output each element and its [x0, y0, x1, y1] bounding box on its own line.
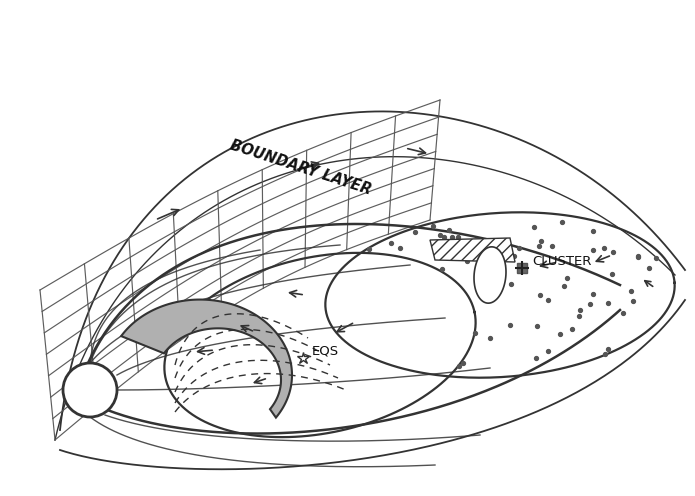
Polygon shape: [430, 238, 515, 262]
Text: BOUNDARY LAYER: BOUNDARY LAYER: [228, 138, 373, 198]
Polygon shape: [121, 300, 292, 418]
Circle shape: [63, 363, 117, 417]
Text: CLUSTER: CLUSTER: [532, 255, 591, 268]
Polygon shape: [474, 247, 506, 303]
Text: EQS: EQS: [312, 345, 339, 358]
